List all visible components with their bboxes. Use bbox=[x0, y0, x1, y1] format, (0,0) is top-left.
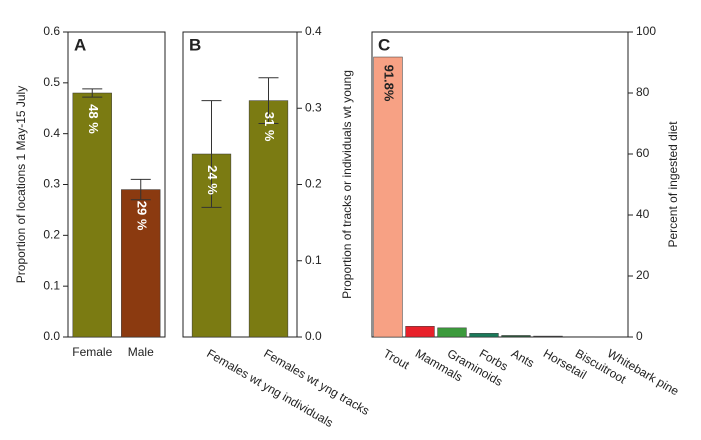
panel-label: C bbox=[378, 35, 390, 54]
value-label: 31 % bbox=[262, 112, 277, 142]
bar bbox=[438, 328, 467, 337]
y-tick-label: 100 bbox=[636, 24, 656, 38]
y-tick-label: 0.5 bbox=[43, 75, 60, 89]
y-tick-label: 0 bbox=[636, 329, 643, 343]
y-axis-label: Percent of ingested diet bbox=[666, 121, 680, 248]
y-tick-label: 0.0 bbox=[43, 329, 60, 343]
x-tick-label: Ants bbox=[509, 346, 537, 370]
y-tick-label: 0.3 bbox=[305, 100, 322, 114]
value-label: 91.8% bbox=[382, 65, 397, 102]
value-label: 24 % bbox=[205, 165, 220, 195]
x-tick-label: Female bbox=[72, 345, 112, 359]
panel-label: A bbox=[74, 35, 86, 54]
y-tick-label: 60 bbox=[636, 146, 650, 160]
y-tick-label: 0.1 bbox=[305, 253, 322, 267]
bar bbox=[470, 333, 499, 337]
y-tick-label: 0.1 bbox=[43, 278, 60, 292]
y-axis-label: Proportion of tracks or individuals wt y… bbox=[340, 70, 354, 299]
y-tick-label: 40 bbox=[636, 207, 650, 221]
y-tick-label: 0.4 bbox=[43, 126, 60, 140]
value-label: 48 % bbox=[86, 104, 101, 134]
value-label: 29 % bbox=[134, 201, 149, 231]
y-tick-label: 0.0 bbox=[305, 329, 322, 343]
plot-frame bbox=[372, 32, 628, 337]
y-tick-label: 0.2 bbox=[43, 228, 60, 242]
y-tick-label: 20 bbox=[636, 268, 650, 282]
x-tick-label: Male bbox=[128, 345, 154, 359]
y-tick-label: 0.3 bbox=[43, 177, 60, 191]
y-tick-label: 0.4 bbox=[305, 24, 322, 38]
y-tick-label: 80 bbox=[636, 85, 650, 99]
panel-label: B bbox=[189, 35, 201, 54]
y-tick-label: 0.2 bbox=[305, 177, 322, 191]
x-tick-label: Trout bbox=[381, 346, 412, 372]
bar bbox=[534, 336, 563, 337]
y-tick-label: 0.6 bbox=[43, 24, 60, 38]
bar bbox=[406, 326, 435, 337]
bar bbox=[502, 335, 531, 337]
y-axis-label: Proportion of locations 1 May-15 July bbox=[14, 86, 28, 283]
